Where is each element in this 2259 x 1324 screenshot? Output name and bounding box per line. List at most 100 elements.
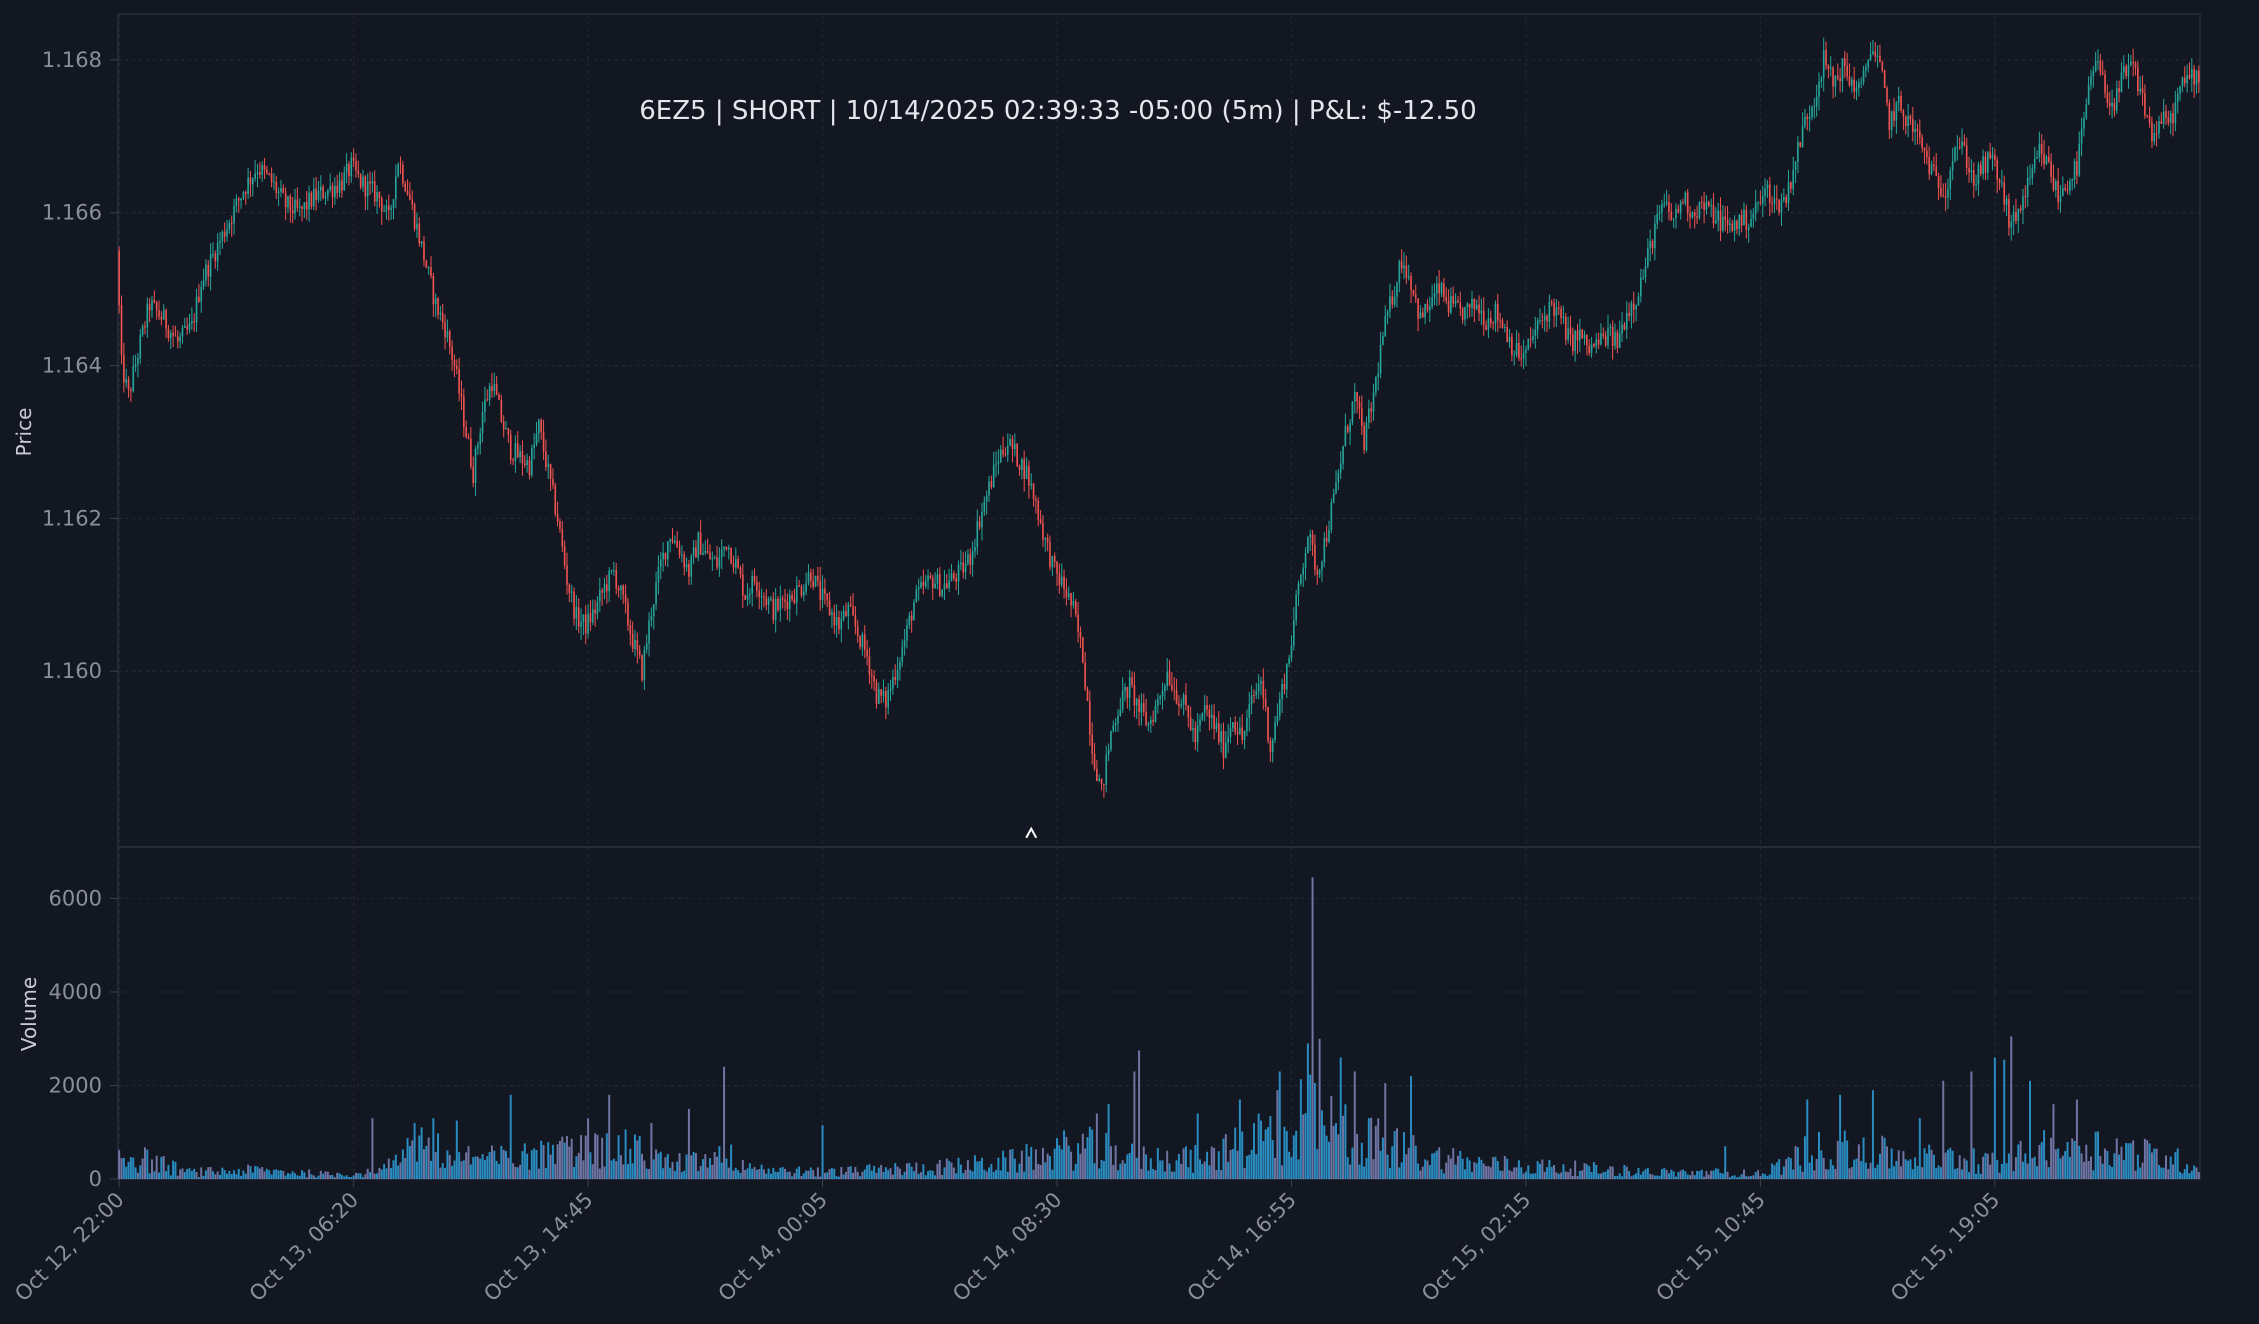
volume-bar xyxy=(1173,1171,1176,1179)
volume-bar xyxy=(1773,1165,1776,1179)
volume-bar xyxy=(1996,1159,1999,1179)
candle-body xyxy=(1126,687,1129,699)
candle-body xyxy=(1353,391,1356,402)
candle-body xyxy=(1926,151,1928,158)
volume-bar xyxy=(1109,1146,1112,1179)
volume-bar xyxy=(1398,1167,1401,1179)
volume-bar xyxy=(641,1153,644,1179)
candle-body xyxy=(1487,318,1490,330)
candle-body xyxy=(233,205,235,224)
candle-body xyxy=(772,598,775,620)
volume-bar xyxy=(2183,1169,2186,1179)
volume-bar xyxy=(826,1172,829,1179)
volume-bar xyxy=(1663,1168,1666,1179)
price-y-tick-label: 1.162 xyxy=(42,506,102,530)
volume-bar xyxy=(680,1172,683,1179)
volume-bar xyxy=(1349,1164,1352,1179)
volume-bar xyxy=(1107,1104,1110,1179)
candle-body xyxy=(1124,687,1126,691)
candle-body xyxy=(1583,334,1586,339)
volume-bar xyxy=(383,1163,386,1179)
volume-bar xyxy=(1918,1118,1921,1179)
volume-bar xyxy=(495,1160,498,1179)
candle-body xyxy=(1009,438,1011,446)
volume-bar xyxy=(204,1170,207,1179)
volume-bar xyxy=(1775,1162,1778,1179)
volume-bar xyxy=(465,1152,468,1179)
candle-body xyxy=(1492,323,1494,325)
volume-bar xyxy=(1318,1038,1321,1179)
volume-bar xyxy=(343,1176,346,1179)
candle-body xyxy=(664,552,667,560)
candle-body xyxy=(1035,499,1037,501)
volume-bar xyxy=(1149,1158,1152,1179)
volume-bar xyxy=(934,1175,937,1179)
candle-body xyxy=(216,242,219,262)
candle-body xyxy=(681,554,683,556)
candle-body xyxy=(1628,312,1630,317)
candle-body xyxy=(1180,704,1183,707)
volume-bar xyxy=(929,1170,932,1179)
candle-body xyxy=(1339,463,1342,473)
candle-body xyxy=(409,194,411,200)
volume-bar xyxy=(1881,1135,1884,1179)
volume-bar xyxy=(148,1173,151,1179)
candle-body xyxy=(1609,326,1612,329)
volume-bar xyxy=(282,1171,285,1179)
volume-bar xyxy=(1726,1171,1729,1179)
candle-body xyxy=(484,399,486,412)
candle-body xyxy=(1703,202,1705,210)
volume-bar xyxy=(197,1177,200,1179)
volume-bar xyxy=(973,1155,976,1179)
volume-bar xyxy=(833,1168,836,1179)
candle-body xyxy=(800,586,803,596)
volume-bar xyxy=(1084,1148,1087,1179)
volume-bar xyxy=(1126,1154,1129,1179)
candle-body xyxy=(2033,158,2036,169)
volume-bar xyxy=(683,1170,686,1179)
volume-bar xyxy=(244,1173,247,1179)
volume-bar xyxy=(2167,1169,2170,1179)
volume-bar xyxy=(406,1138,409,1179)
candle-body xyxy=(2165,111,2167,118)
volume-bar xyxy=(1796,1147,1799,1179)
candle-body xyxy=(610,570,613,572)
candle-body xyxy=(1056,561,1058,574)
candle-body xyxy=(603,584,606,593)
volume-bar xyxy=(1238,1099,1241,1179)
candle-body xyxy=(2137,67,2139,92)
volume-bar xyxy=(537,1168,540,1179)
volume-bar xyxy=(1649,1173,1652,1179)
candle-body xyxy=(448,331,451,347)
candle-body xyxy=(1630,303,1633,317)
candle-body xyxy=(1360,408,1363,426)
candle-body xyxy=(1499,320,1501,322)
candle-body xyxy=(1464,307,1466,320)
volume-bar xyxy=(1555,1172,1558,1179)
volume-bar xyxy=(669,1167,672,1179)
volume-bar xyxy=(798,1166,801,1179)
volume-bar xyxy=(1431,1153,1434,1179)
volume-bar xyxy=(1403,1132,1405,1179)
volume-bar xyxy=(1548,1160,1551,1179)
candle-body xyxy=(556,514,559,522)
volume-bar xyxy=(2057,1148,2060,1179)
candle-body xyxy=(390,207,392,211)
volume-bar xyxy=(1672,1171,1675,1179)
candle-body xyxy=(1511,336,1513,355)
volume-bar xyxy=(430,1160,432,1179)
candle-body xyxy=(2043,153,2045,165)
volume-bar xyxy=(1363,1166,1366,1179)
volume-bar xyxy=(1032,1169,1035,1179)
candle-body xyxy=(1496,303,1499,321)
candle-body xyxy=(237,198,240,201)
volume-bar xyxy=(861,1171,864,1179)
candle-body xyxy=(1984,156,1987,173)
volume-bar xyxy=(791,1176,794,1179)
candle-body xyxy=(2181,77,2184,87)
volume-bar xyxy=(854,1166,857,1179)
candle-body xyxy=(1707,201,1710,206)
candle-body xyxy=(645,643,648,650)
candle-body xyxy=(1318,570,1321,575)
candle-body xyxy=(957,564,960,582)
